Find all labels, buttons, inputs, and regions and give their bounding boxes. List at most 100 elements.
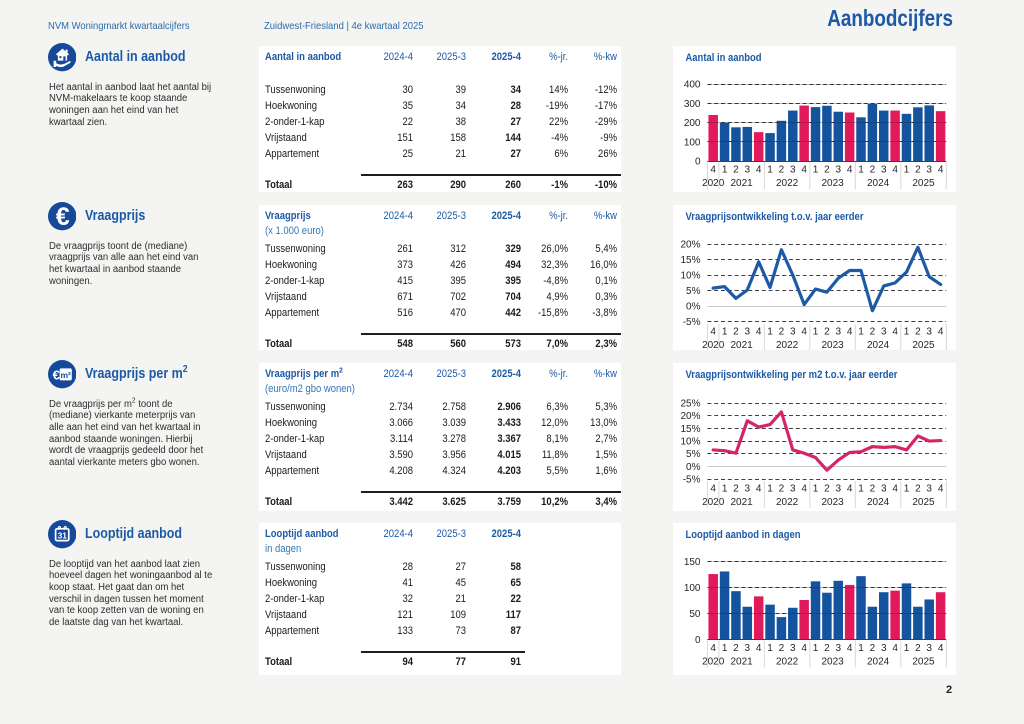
- svg-text:3: 3: [835, 484, 841, 495]
- svg-text:4: 4: [801, 484, 807, 495]
- svg-text:1: 1: [767, 165, 773, 176]
- svg-text:4: 4: [710, 643, 716, 654]
- svg-text:-5%: -5%: [682, 475, 700, 486]
- svg-text:3: 3: [881, 327, 887, 338]
- svg-text:2: 2: [869, 484, 875, 495]
- svg-text:2023: 2023: [821, 178, 844, 189]
- svg-text:1: 1: [858, 327, 864, 338]
- svg-text:10%: 10%: [680, 437, 700, 448]
- svg-text:2: 2: [824, 165, 830, 176]
- svg-text:1: 1: [812, 484, 818, 495]
- svg-text:-5%: -5%: [682, 317, 700, 328]
- svg-text:1: 1: [858, 643, 864, 654]
- svg-text:2023: 2023: [821, 656, 844, 667]
- svg-text:2024: 2024: [866, 340, 889, 350]
- svg-text:4: 4: [801, 327, 807, 338]
- svg-text:3: 3: [881, 165, 887, 176]
- svg-text:1: 1: [721, 484, 727, 495]
- svg-text:3: 3: [926, 327, 932, 338]
- svg-text:2020: 2020: [702, 340, 725, 350]
- svg-text:3: 3: [744, 165, 750, 176]
- svg-text:2024: 2024: [866, 656, 889, 667]
- svg-text:Vraagprijsontwikkeling t.o.v.: Vraagprijsontwikkeling t.o.v. jaar eerde…: [685, 211, 864, 223]
- svg-text:150: 150: [683, 557, 700, 568]
- svg-text:50: 50: [689, 609, 701, 620]
- svg-text:100: 100: [683, 583, 700, 594]
- svg-text:3: 3: [790, 484, 796, 495]
- svg-text:4: 4: [801, 165, 807, 176]
- svg-text:2: 2: [824, 484, 830, 495]
- svg-text:2: 2: [778, 165, 784, 176]
- svg-text:2: 2: [824, 327, 830, 338]
- svg-text:3: 3: [881, 484, 887, 495]
- svg-text:1: 1: [903, 327, 909, 338]
- svg-text:0: 0: [694, 157, 700, 168]
- svg-text:20%: 20%: [680, 411, 700, 422]
- svg-text:1: 1: [721, 327, 727, 338]
- svg-text:3: 3: [926, 165, 932, 176]
- svg-text:2: 2: [869, 643, 875, 654]
- svg-text:1: 1: [767, 643, 773, 654]
- svg-text:4: 4: [846, 165, 852, 176]
- svg-text:2021: 2021: [730, 178, 753, 189]
- svg-text:2020: 2020: [702, 497, 725, 508]
- svg-text:4: 4: [937, 327, 943, 338]
- svg-text:3: 3: [790, 643, 796, 654]
- svg-text:15%: 15%: [680, 424, 700, 435]
- svg-text:Vraagprijsontwikkeling per m2: Vraagprijsontwikkeling per m2 t.o.v. jaa…: [685, 369, 898, 381]
- svg-text:1: 1: [721, 643, 727, 654]
- svg-text:2: 2: [733, 165, 739, 176]
- svg-text:2: 2: [733, 484, 739, 495]
- svg-text:1: 1: [767, 484, 773, 495]
- svg-text:4: 4: [755, 165, 761, 176]
- svg-text:5%: 5%: [686, 449, 701, 460]
- svg-text:0%: 0%: [686, 302, 701, 313]
- svg-text:4: 4: [937, 165, 943, 176]
- svg-text:3: 3: [835, 165, 841, 176]
- svg-text:2: 2: [824, 643, 830, 654]
- svg-text:3: 3: [926, 484, 932, 495]
- svg-text:4: 4: [937, 484, 943, 495]
- svg-text:2024: 2024: [866, 178, 889, 189]
- svg-text:2022: 2022: [775, 497, 798, 508]
- svg-text:3: 3: [835, 643, 841, 654]
- svg-text:2020: 2020: [702, 656, 725, 667]
- svg-text:2021: 2021: [730, 656, 753, 667]
- svg-text:1: 1: [812, 327, 818, 338]
- svg-text:3: 3: [744, 327, 750, 338]
- svg-text:25%: 25%: [680, 399, 700, 410]
- svg-text:2: 2: [915, 484, 921, 495]
- svg-text:1: 1: [721, 165, 727, 176]
- svg-text:2022: 2022: [775, 656, 798, 667]
- svg-text:Looptijd aanbod in dagen: Looptijd aanbod in dagen: [685, 529, 800, 541]
- svg-text:3: 3: [790, 165, 796, 176]
- svg-text:4: 4: [846, 643, 852, 654]
- svg-text:2023: 2023: [821, 497, 844, 508]
- svg-text:10%: 10%: [680, 271, 700, 282]
- svg-text:1: 1: [812, 165, 818, 176]
- svg-text:3: 3: [744, 484, 750, 495]
- svg-text:4: 4: [937, 643, 943, 654]
- svg-text:2: 2: [778, 484, 784, 495]
- svg-text:1: 1: [903, 484, 909, 495]
- svg-text:400: 400: [683, 80, 700, 91]
- svg-text:4: 4: [755, 484, 761, 495]
- svg-text:2: 2: [915, 327, 921, 338]
- svg-text:2024: 2024: [866, 497, 889, 508]
- svg-text:15%: 15%: [680, 255, 700, 266]
- svg-text:2025: 2025: [912, 656, 935, 667]
- svg-text:2: 2: [915, 165, 921, 176]
- svg-text:3: 3: [835, 327, 841, 338]
- svg-text:2023: 2023: [821, 340, 844, 350]
- svg-text:200: 200: [683, 118, 700, 129]
- svg-text:3: 3: [881, 643, 887, 654]
- svg-text:€: €: [56, 203, 70, 230]
- svg-text:2022: 2022: [775, 340, 798, 350]
- svg-text:1: 1: [903, 643, 909, 654]
- svg-text:3: 3: [744, 643, 750, 654]
- svg-text:2: 2: [915, 643, 921, 654]
- svg-text:100: 100: [683, 138, 700, 149]
- svg-text:5%: 5%: [686, 286, 701, 297]
- svg-text:1: 1: [858, 484, 864, 495]
- svg-text:m²: m²: [60, 370, 71, 380]
